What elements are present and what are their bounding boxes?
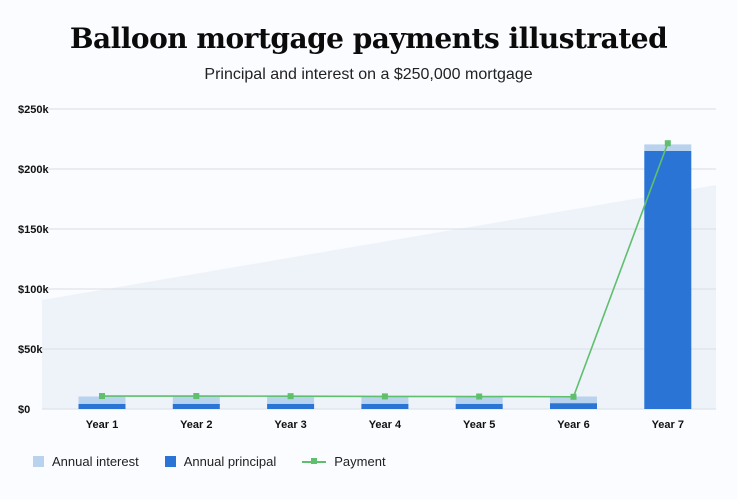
legend-swatch-principal bbox=[164, 456, 176, 467]
payment-point bbox=[99, 393, 105, 400]
bar-interest bbox=[267, 396, 315, 404]
x-tick-label: Year 5 bbox=[463, 419, 495, 431]
bar-principal bbox=[267, 403, 315, 409]
y-tick-label: $250k bbox=[18, 104, 49, 116]
bar-interest bbox=[78, 396, 126, 404]
x-tick-label: Year 3 bbox=[274, 419, 306, 431]
y-tick-label: $200k bbox=[18, 164, 49, 176]
legend-item-interest: Annual interest bbox=[33, 454, 139, 469]
y-tick-label: $50k bbox=[18, 344, 43, 356]
bar-principal bbox=[361, 403, 409, 409]
payment-point bbox=[570, 393, 577, 400]
background-wedge-shape bbox=[42, 185, 716, 409]
bar-interest bbox=[172, 396, 220, 404]
legend-label-payment: Payment bbox=[334, 454, 386, 469]
legend-item-principal: Annual principal bbox=[164, 454, 277, 469]
legend-item-payment: Payment bbox=[302, 454, 386, 469]
legend-label-interest: Annual interest bbox=[52, 454, 139, 469]
payment-point bbox=[193, 393, 200, 400]
bar-interest bbox=[361, 396, 409, 404]
payment-point bbox=[381, 393, 388, 400]
bar-interest bbox=[644, 144, 692, 151]
legend-swatch-interest bbox=[33, 456, 44, 467]
x-tick-label: Year 2 bbox=[180, 419, 212, 431]
bar-principal bbox=[644, 151, 692, 409]
bar-interest bbox=[550, 396, 597, 404]
x-tick-label: Year 1 bbox=[86, 419, 118, 431]
y-tick-label: $150k bbox=[18, 224, 49, 236]
chart-legend: Annual interest Annual principal Payment bbox=[33, 454, 412, 469]
chart-title: Balloon mortgage payments illustrated bbox=[69, 22, 668, 55]
bar-principal bbox=[550, 403, 597, 409]
bar-principal bbox=[78, 403, 126, 409]
bar-interest bbox=[455, 396, 503, 404]
chart-subtitle: Principal and interest on a $250,000 mor… bbox=[204, 66, 533, 83]
payment-point bbox=[664, 140, 671, 147]
bar-principal bbox=[455, 403, 503, 409]
x-tick-label: Year 4 bbox=[369, 419, 402, 431]
payment-point bbox=[287, 393, 294, 400]
legend-label-principal: Annual principal bbox=[183, 454, 277, 469]
x-tick-label: Year 7 bbox=[652, 419, 684, 431]
legend-swatch-payment bbox=[302, 456, 327, 467]
y-tick-label: $100k bbox=[18, 284, 49, 296]
y-tick-label: $0 bbox=[18, 404, 30, 416]
x-tick-label: Year 6 bbox=[557, 419, 589, 431]
payment-point bbox=[476, 393, 483, 400]
bar-principal bbox=[172, 403, 220, 409]
